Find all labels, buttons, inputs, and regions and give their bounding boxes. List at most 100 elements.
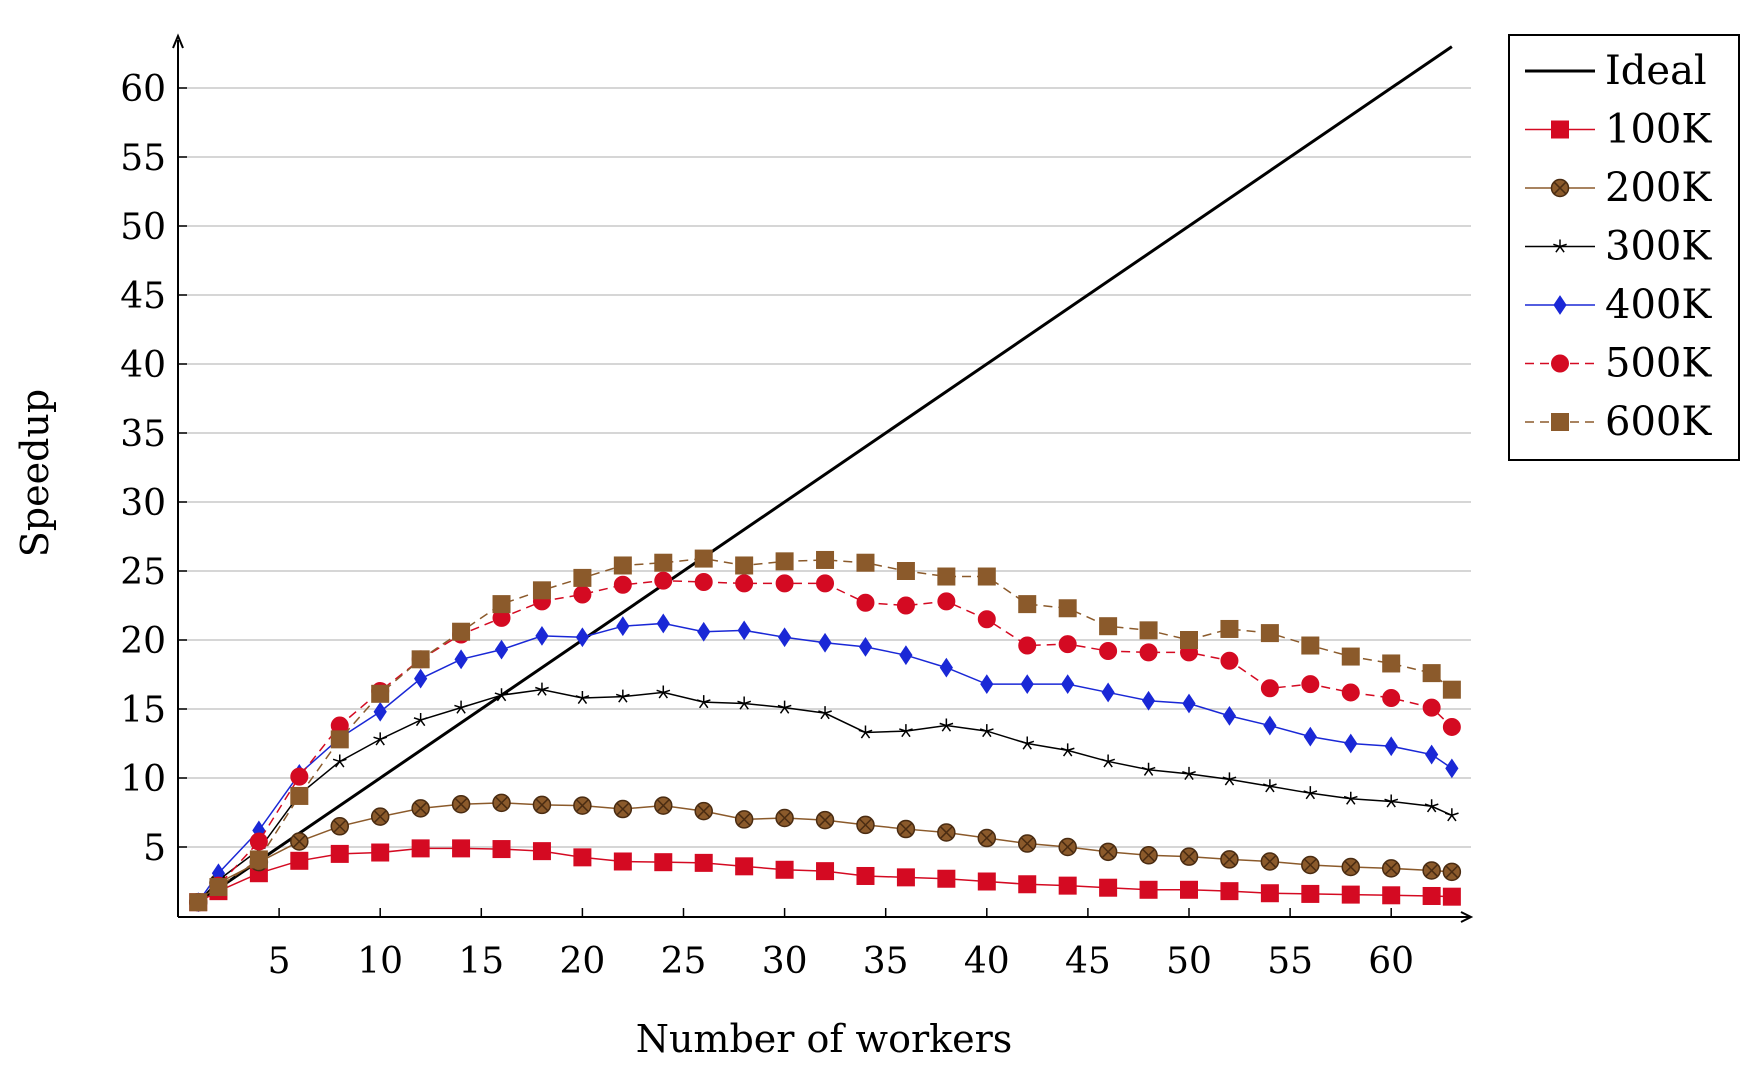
data-point: [1220, 882, 1239, 901]
data-point: [899, 645, 913, 666]
data-point-cross: [575, 799, 589, 813]
data-point: [818, 632, 832, 653]
legend-label: 500K: [1605, 341, 1712, 387]
legend-label: 300K: [1605, 224, 1712, 270]
data-point: [777, 627, 792, 648]
x-tick-label: 5: [268, 941, 291, 982]
data-point: [977, 828, 997, 848]
data-point: [451, 794, 471, 814]
legend-box: [1508, 34, 1740, 461]
data-point: [1139, 621, 1158, 640]
data-point: [1017, 834, 1037, 853]
data-point: [694, 549, 713, 568]
data-point-cross: [292, 834, 306, 848]
data-point: [1058, 599, 1077, 618]
y-tick-label: 40: [120, 345, 166, 386]
y-axis-arrow: [172, 33, 184, 49]
data-point: [535, 682, 549, 696]
data-point: [1341, 885, 1360, 904]
data-point: [1442, 887, 1461, 906]
data-point: [1381, 859, 1401, 878]
data-point: [1182, 766, 1196, 780]
data-point-cross: [1263, 855, 1277, 868]
data-point: [1060, 743, 1075, 757]
data-point: [616, 616, 630, 637]
legend: Ideal 100K 200K 300K 400K 500K 600K: [1508, 34, 1740, 461]
data-point: [1382, 654, 1401, 673]
data-point: [1445, 758, 1459, 779]
data-point: [816, 550, 835, 569]
data-point-cross: [656, 799, 670, 813]
data-point: [1553, 295, 1567, 315]
axes: 5 10 15 20 25 30 35 40 45 50 55 60 5 10 15 20 25 30 35 40 45…: [120, 33, 1474, 982]
y-tick-label: 30: [120, 483, 166, 524]
data-point-cross: [1445, 865, 1459, 879]
data-point: [654, 571, 673, 590]
data-point: [654, 553, 673, 572]
data-point: [737, 696, 752, 710]
data-point: [735, 857, 754, 876]
data-point: [370, 807, 390, 826]
legend-label: 400K: [1605, 282, 1712, 328]
data-point: [1222, 705, 1237, 726]
data-point: [290, 851, 309, 870]
data-point: [1442, 680, 1461, 699]
legend-label: 200K: [1605, 165, 1712, 211]
data-point: [1442, 717, 1461, 736]
data-point: [573, 568, 592, 587]
x-tick-label: 50: [1166, 941, 1212, 982]
data-point: [1425, 744, 1439, 765]
data-point: [858, 725, 873, 739]
data-point: [1301, 855, 1320, 875]
data-point-cross: [697, 804, 711, 818]
data-point: [613, 556, 632, 575]
data-point-cross: [899, 822, 913, 836]
data-point: [535, 625, 549, 646]
data-point: [734, 810, 754, 829]
data-point: [1222, 772, 1237, 786]
data-point-cross: [1182, 850, 1196, 864]
data-point-cross: [495, 796, 509, 810]
y-tick-label: 55: [120, 138, 166, 179]
data-point: [1018, 636, 1037, 655]
data-point: [775, 574, 794, 593]
x-tick-label: 40: [964, 941, 1010, 982]
data-point: [249, 832, 268, 851]
x-axis-label: Number of workers: [636, 1017, 1013, 1061]
data-point: [816, 574, 835, 593]
data-point: [1341, 857, 1361, 877]
data-point: [899, 724, 913, 738]
data-point: [818, 706, 832, 720]
data-point: [1220, 850, 1239, 869]
data-point: [613, 799, 633, 819]
data-point: [1220, 651, 1239, 670]
data-point: [1422, 886, 1441, 905]
data-point: [1020, 674, 1034, 695]
data-point: [977, 872, 996, 891]
data-point: [290, 786, 309, 805]
data-point: [1220, 619, 1239, 638]
data-point-cross: [1384, 861, 1398, 875]
data-point: [1141, 690, 1156, 711]
data-point: [573, 796, 592, 815]
data-point: [1260, 884, 1279, 903]
x-tick-label: 10: [357, 941, 403, 982]
data-point-cross: [454, 797, 468, 811]
series-100k: [189, 839, 1461, 912]
data-point: [1179, 847, 1199, 866]
series-group: [188, 45, 1462, 913]
data-point: [1262, 779, 1277, 793]
data-point: [494, 688, 509, 702]
data-point: [1550, 178, 1570, 198]
gridlines: [178, 87, 1471, 848]
data-point: [1260, 852, 1280, 871]
data-point: [1384, 736, 1398, 757]
data-point: [1384, 794, 1399, 808]
data-point-cross: [939, 826, 953, 839]
data-point: [189, 893, 208, 912]
data-point: [977, 610, 996, 629]
legend-entry: Ideal: [1525, 48, 1707, 94]
y-tick-label: 35: [120, 414, 166, 455]
data-point: [775, 860, 794, 879]
